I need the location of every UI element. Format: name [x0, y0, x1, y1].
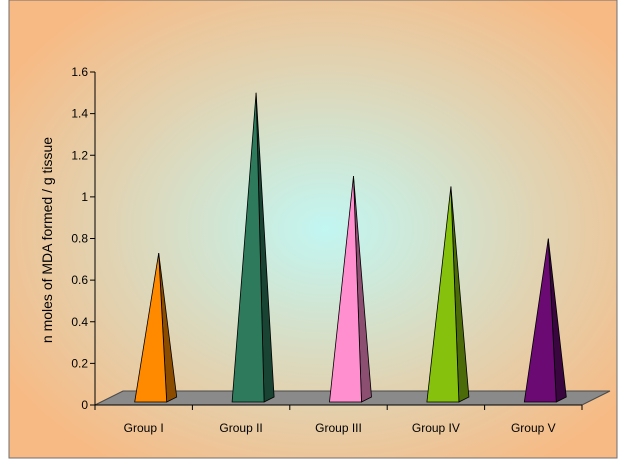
pyramid-bar	[426, 186, 470, 403]
y-axis-label: n moles of MDA formed / g tissue	[39, 137, 55, 343]
y-tick-label: 0.4	[71, 315, 88, 329]
pyramid-bar	[329, 176, 372, 403]
pyramid-bar	[231, 92, 275, 403]
x-tick-label: Group II	[219, 421, 262, 435]
pyramid-front-face	[523, 238, 557, 403]
y-tick-label: 1	[81, 190, 88, 204]
pyramid-front-face	[231, 92, 265, 403]
y-tick-label: 1.4	[71, 107, 88, 121]
pyramid-front-face	[134, 253, 168, 403]
pyramid-bar	[523, 238, 567, 403]
pyramid-bar	[134, 253, 178, 403]
y-tick-label: 0.2	[71, 356, 88, 370]
y-tick-label: 0	[81, 398, 88, 412]
x-tick-label: Group IV	[412, 421, 460, 435]
x-tick-label: Group I	[124, 421, 164, 435]
pyramid-front-face	[329, 176, 362, 403]
y-tick-label: 1.2	[71, 148, 88, 162]
plot-background	[8, 0, 618, 459]
x-tick-label: Group III	[315, 421, 362, 435]
y-tick-label: 1.6	[71, 65, 88, 79]
y-tick-label: 0.8	[71, 232, 88, 246]
x-tick-label: Group V	[511, 421, 556, 435]
pyramid-front-face	[426, 186, 460, 403]
y-tick-label: 0.6	[71, 273, 88, 287]
